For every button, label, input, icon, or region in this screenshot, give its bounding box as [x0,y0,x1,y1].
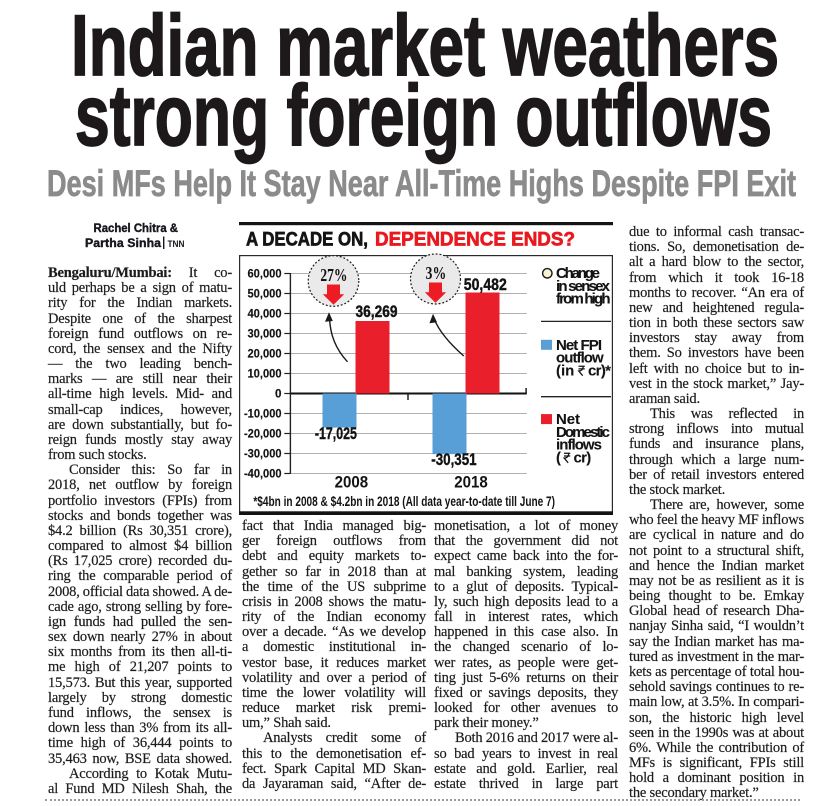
svg-text:50,000: 50,000 [248,288,282,301]
svg-text:3%: 3% [426,263,447,283]
svg-text:Indian market weathers: Indian market weathers [71,0,779,94]
svg-text:-30,351: -30,351 [431,451,476,469]
svg-text:*$4bn in 2008 & $4.2bn in 2018: *$4bn in 2008 & $4.2bn in 2018 (All data… [253,494,555,510]
svg-text:Change: Change [556,265,600,282]
svg-text:TNN: TNN [168,239,185,249]
svg-text:-40,000: -40,000 [244,468,282,481]
svg-text:A DECADE ON,: A DECADE ON, [246,229,368,251]
svg-text:Net FPI: Net FPI [556,337,602,354]
svg-text:-10,000: -10,000 [244,408,282,421]
svg-text:cr)*: cr)* [588,362,611,379]
svg-text:-20,000: -20,000 [244,428,282,441]
svg-text:cr): cr) [574,449,592,466]
svg-text:36,269: 36,269 [356,303,398,321]
svg-text:DEPENDENCE ENDS?: DEPENDENCE ENDS? [375,229,575,251]
svg-text:40,000: 40,000 [248,308,282,321]
svg-text:-30,000: -30,000 [244,448,282,461]
svg-text:0: 0 [275,388,282,401]
svg-text:30,000: 30,000 [248,328,282,341]
svg-text:strong foreign outflows: strong foreign outflows [75,68,772,164]
svg-text:27%: 27% [320,265,347,285]
svg-text:Partha Sinha: Partha Sinha [85,236,161,250]
svg-text:(: ( [556,449,561,466]
svg-text:outflow: outflow [556,350,604,367]
svg-text:60,000: 60,000 [248,268,282,281]
svg-text:(in: (in [556,362,574,379]
svg-text:-17,025: -17,025 [315,425,357,443]
svg-text:from high: from high [556,291,611,308]
svg-text:50,482: 50,482 [464,276,507,294]
svg-text:10,000: 10,000 [248,368,282,381]
svg-text:Desi MFs Help It Stay Near All: Desi MFs Help It Stay Near All-Time High… [47,163,796,204]
svg-text:Net: Net [556,411,580,428]
svg-text:inflows: inflows [556,437,602,454]
svg-text:Rachel Chitra &: Rachel Chitra & [94,221,179,235]
svg-text:2008: 2008 [335,474,369,492]
svg-text:20,000: 20,000 [248,348,282,361]
svg-text:Domestic: Domestic [556,424,610,441]
svg-text:2018: 2018 [454,474,488,492]
svg-text:in sensex: in sensex [556,278,611,295]
